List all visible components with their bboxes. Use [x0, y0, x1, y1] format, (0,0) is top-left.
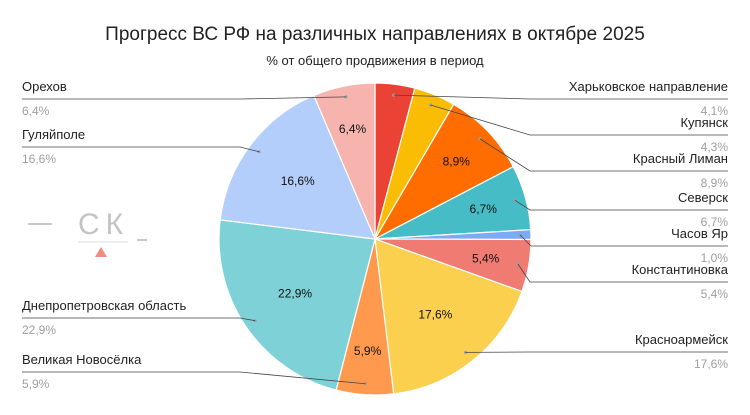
leader-line: [519, 234, 728, 247]
slice-value-label: 6,7%: [470, 202, 498, 216]
outside-label-value: 5,4%: [701, 287, 729, 301]
outside-label-name: Часов Яр: [671, 226, 728, 241]
logo-text: СК: [78, 208, 129, 241]
leader-lines: [22, 93, 728, 386]
outside-label-name: Гуляйполе: [22, 127, 85, 142]
inside-labels: 8,9% 6,7% 5,4% 17,6% 5,9% 22,9% 16,6% 6,4%: [278, 122, 500, 358]
outside-label-value: 8,9%: [701, 176, 729, 190]
outside-label-name: Купянск: [680, 115, 728, 130]
outside-label-value: 6,4%: [22, 104, 50, 118]
slice-6: [374, 238, 523, 395]
leader-line: [22, 96, 346, 100]
logo-watermark: СК: [28, 208, 147, 257]
outside-label-value: 4,1%: [701, 104, 729, 118]
leader-line: [517, 263, 728, 283]
outside-label-name: Великая Новосёлка: [22, 352, 142, 367]
outside-label-name: Константиновка: [632, 262, 729, 277]
chart-subtitle: % от общего продвижения в период: [266, 53, 484, 68]
slice-value-label: 8,9%: [443, 154, 471, 168]
slice-8: [218, 219, 376, 391]
outside-label-name: Харьковское направление: [569, 79, 728, 94]
leader-line: [393, 94, 728, 100]
outside-label-name: Красный Лиман: [633, 151, 728, 166]
outside-label-value: 17,6%: [694, 357, 728, 371]
outside-label-value: 5,9%: [22, 377, 50, 391]
outside-label-name: Орехов: [22, 79, 67, 94]
slice-9: [219, 94, 376, 240]
slice-value-label: 16,6%: [281, 174, 315, 188]
logo-triangle-icon: [95, 247, 107, 257]
slice-value-label: 17,6%: [418, 308, 452, 322]
outside-labels: Харьковское направление4,1%Купянск4,3%Кр…: [22, 79, 729, 391]
chart-title: Прогресс ВС РФ на различных направлениях…: [105, 24, 645, 45]
outside-label-value: 6,7%: [701, 215, 729, 229]
slice-value-label: 22,9%: [278, 286, 312, 300]
outside-label-name: Днепропетровская область: [22, 298, 186, 313]
slice-value-label: 5,4%: [472, 251, 500, 265]
pie-slices: [218, 82, 532, 396]
leader-line: [514, 199, 728, 211]
outside-label-value: 22,9%: [22, 323, 56, 337]
outside-label-name: Красноармейск: [635, 332, 728, 347]
outside-label-value: 16,6%: [22, 152, 56, 166]
leader-line: [479, 138, 728, 172]
leader-line: [430, 104, 728, 136]
slice-value-label: 5,9%: [354, 344, 382, 358]
leader-line: [22, 146, 260, 153]
leader-line: [22, 371, 366, 385]
outside-label-value: 1,0%: [701, 251, 729, 265]
slice-10: [313, 82, 376, 240]
slice-value-label: 6,4%: [339, 122, 367, 136]
outside-label-name: Северск: [678, 190, 728, 205]
leader-line: [22, 317, 256, 322]
outside-label-value: 4,3%: [701, 140, 729, 154]
